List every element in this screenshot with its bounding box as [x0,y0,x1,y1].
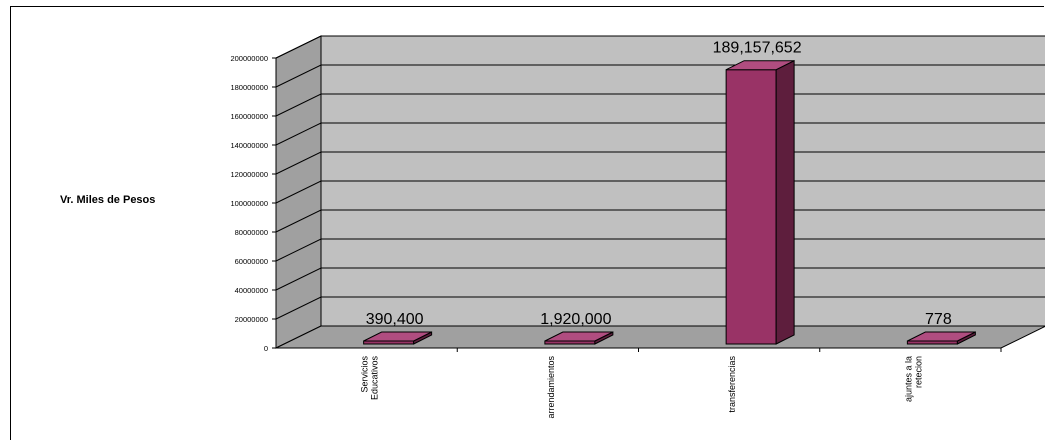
gridline [275,35,1045,59]
bar-top [907,331,976,342]
category-label-line: transferencias [727,356,737,413]
y-axis-label: Vr. Miles de Pesos [60,194,156,206]
y-tick-label: 200000000 [230,54,268,63]
data-label: 189,157,652 [713,40,802,57]
bar-top [725,60,795,71]
y-tick-label: 0 [264,344,268,353]
y-tick-label: 40000000 [235,286,268,295]
category-label-line: ajuntes a la [903,356,913,402]
data-label: 390,400 [366,311,424,328]
gridline [275,238,1045,262]
y-tick-label: 60000000 [235,257,268,266]
bar-top [544,331,614,342]
category-label: transferencias [727,356,737,413]
category-label: arrendamientos [546,356,556,419]
category-label-line: Educativos [370,356,380,401]
category-label-line: retecion [913,356,923,388]
bar-top [363,331,432,342]
y-tick-label: 120000000 [230,170,268,179]
floor [275,325,1045,349]
data-label: 1,920,000 [540,311,611,328]
bar-side [775,59,795,345]
category-label: ServiciosEducativos [360,356,380,401]
category-label-line: Servicios [360,356,370,393]
y-tick-label: 20000000 [235,315,268,324]
gridline [275,209,1045,233]
y-tick-label: 80000000 [235,228,268,237]
y-tick-label: 160000000 [230,112,268,121]
category-label: ajuntes a laretecion [903,356,923,402]
y-tick-label: 140000000 [230,141,268,150]
gridline [275,180,1045,204]
gridline [275,64,1045,88]
gridline [275,267,1045,291]
gridline [275,122,1045,146]
gridline [275,151,1045,175]
y-tick-label: 100000000 [230,199,268,208]
bar-front [725,69,777,345]
data-label: 778 [925,311,952,328]
gridline [275,93,1045,117]
y-tick-label: 180000000 [230,83,268,92]
chart-frame [10,6,1044,440]
gridline [275,296,1045,320]
category-label-line: arrendamientos [546,356,556,419]
